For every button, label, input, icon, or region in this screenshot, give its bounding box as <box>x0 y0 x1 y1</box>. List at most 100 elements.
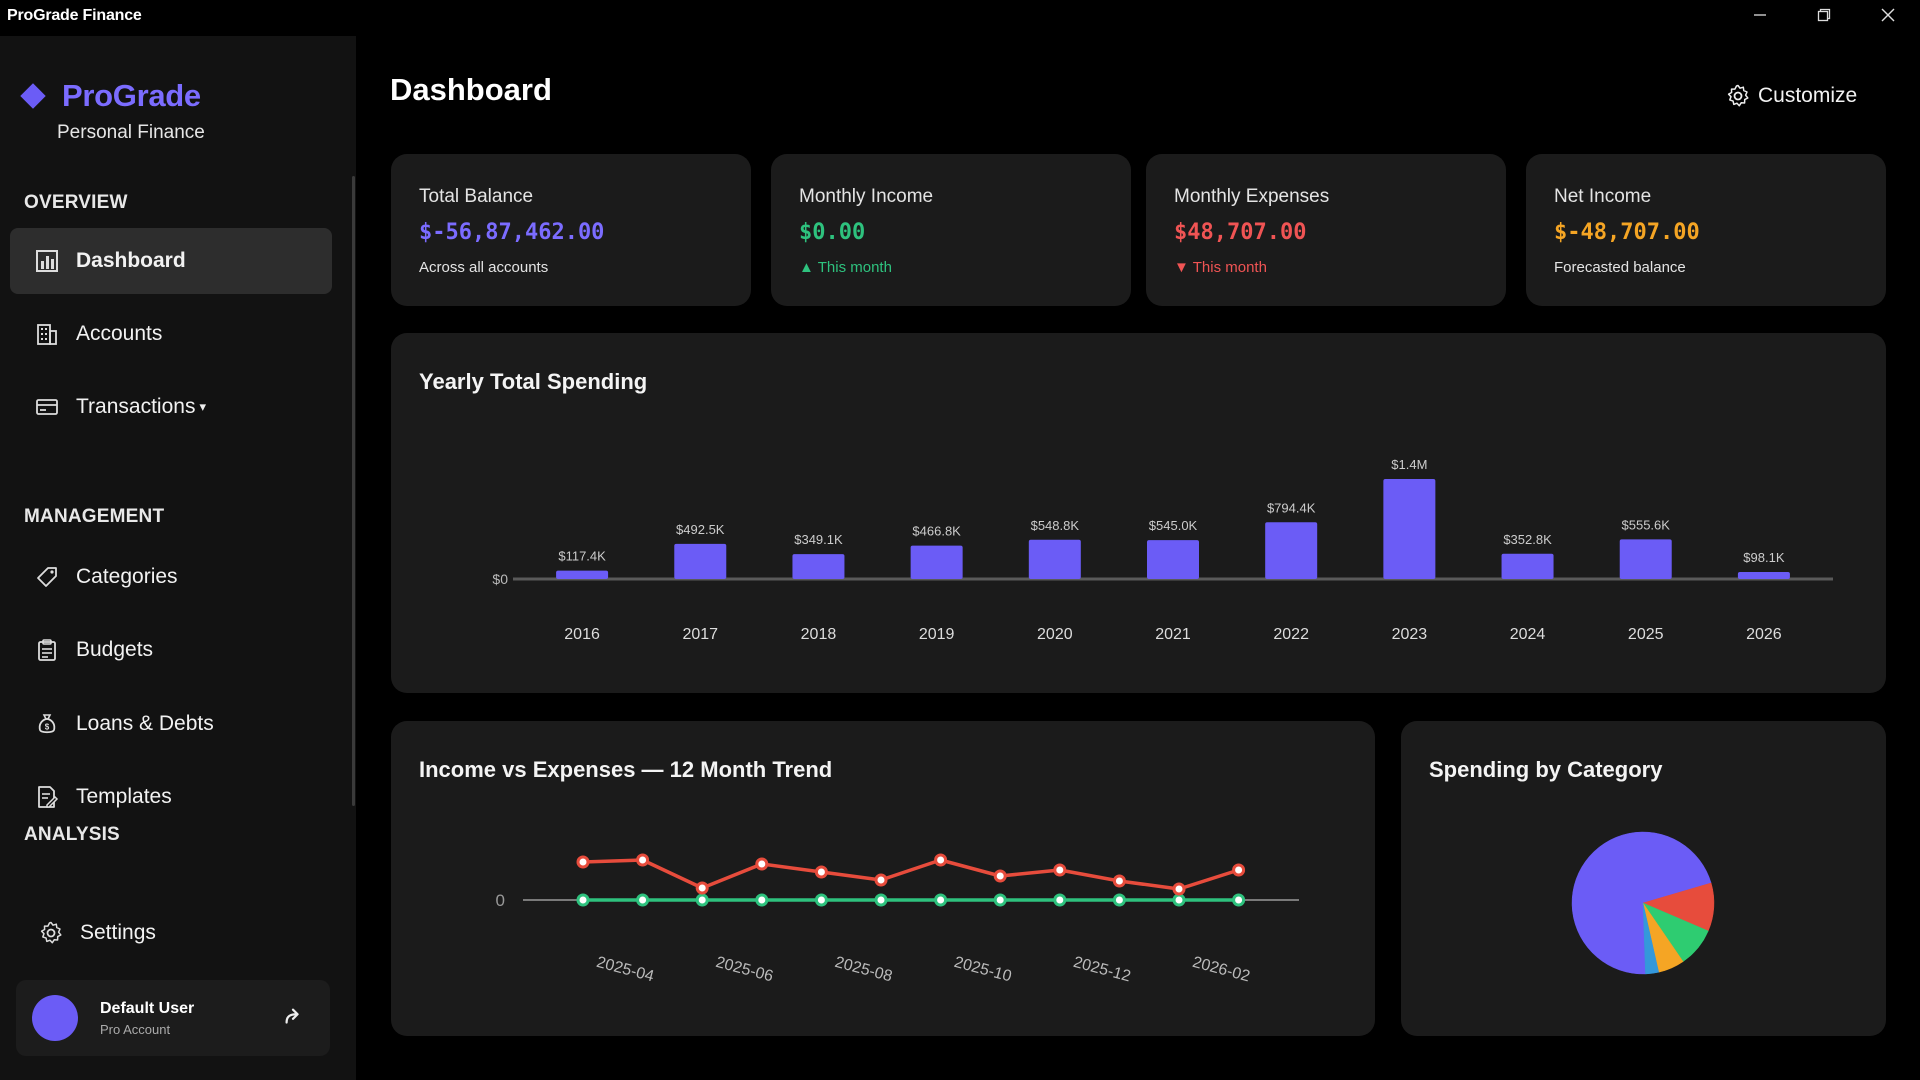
sidebar-item-label: Settings <box>80 921 156 944</box>
data-point <box>993 869 1007 883</box>
stat-card-monthly-income: Monthly Income $0.00 ▲ This month <box>771 154 1131 306</box>
bar <box>910 545 963 579</box>
bar-value-label: $349.1K <box>794 532 843 547</box>
sidebar: ProGrade Personal Finance OVERVIEW Dashb… <box>0 36 356 1080</box>
x-tick-label: 2025-06 <box>714 954 775 986</box>
yearly-spending-chart: $0 $117.4K 2016 $492.5K 2017 $349.1K 2018 $466.… <box>492 457 1833 643</box>
user-role: Pro Account <box>100 1021 171 1037</box>
bar <box>556 570 609 579</box>
data-point <box>755 857 769 871</box>
document-edit-icon <box>34 784 60 810</box>
window-controls <box>1728 0 1920 32</box>
stat-label: Net Income <box>1554 186 1652 207</box>
x-tick-label: 2018 <box>801 626 837 643</box>
user-card[interactable]: Default User Pro Account <box>16 980 330 1056</box>
income-expense-trend-card: Income vs Expenses — 12 Month Trend 0 202… <box>391 721 1375 1036</box>
data-point <box>1172 893 1186 907</box>
stat-card-monthly-expenses: Monthly Expenses $48,707.00 ▼ This month <box>1146 154 1506 306</box>
stat-label: Total Balance <box>419 186 534 207</box>
sidebar-item-templates[interactable]: Templates <box>10 764 332 830</box>
stat-value: $-56,87,462.00 <box>419 220 605 245</box>
x-tick-label: 2025-10 <box>952 954 1013 986</box>
sidebar-item-accounts[interactable]: Accounts <box>10 301 332 367</box>
close-icon <box>1881 8 1895 22</box>
data-point <box>1232 863 1246 877</box>
title-bar: ProGrade Finance <box>0 0 1920 32</box>
data-point <box>874 893 888 907</box>
bar <box>1265 522 1318 579</box>
sidebar-item-transactions[interactable]: Transactions ▾ <box>10 374 332 440</box>
brand-subtitle: Personal Finance <box>57 122 205 143</box>
sidebar-item-budgets[interactable]: Budgets <box>10 617 332 683</box>
bar <box>1501 553 1554 579</box>
stat-card-net-income: Net Income $-48,707.00 Forecasted balanc… <box>1526 154 1886 306</box>
minimize-button[interactable] <box>1728 0 1792 30</box>
bar-value-label: $555.6K <box>1622 517 1671 532</box>
data-point <box>1053 863 1067 877</box>
x-tick-label: 2019 <box>919 626 955 643</box>
card-title: Income vs Expenses — 12 Month Trend <box>419 757 833 782</box>
stat-value: $48,707.00 <box>1174 220 1307 245</box>
x-tick-label: 2025 <box>1628 626 1664 643</box>
close-button[interactable] <box>1856 0 1920 30</box>
window-title: ProGrade Finance <box>7 7 142 24</box>
bar-value-label: $117.4K <box>558 549 606 564</box>
stat-label: Monthly Expenses <box>1174 186 1330 207</box>
data-point <box>934 893 948 907</box>
bar <box>1147 540 1199 579</box>
bar <box>674 543 727 579</box>
x-tick-label: 2022 <box>1273 626 1309 643</box>
data-point <box>1112 893 1126 907</box>
x-tick-label: 2017 <box>682 626 718 643</box>
restore-button[interactable] <box>1792 0 1856 30</box>
customize-button[interactable]: Customize <box>1726 84 1857 108</box>
sidebar-item-categories[interactable]: Categories <box>10 544 332 610</box>
sidebar-item-loans-debts[interactable]: $ Loans & Debts <box>10 691 332 757</box>
yearly-spending-card: Yearly Total Spending $0 $117.4K 2016 $492.… <box>391 333 1886 693</box>
logout-icon[interactable] <box>282 1006 304 1028</box>
stat-subtext: Forecasted balance <box>1554 259 1686 276</box>
bar-chart-icon <box>34 248 60 274</box>
bar-value-label: $548.8K <box>1031 518 1080 533</box>
sidebar-item-label: Templates <box>76 785 172 808</box>
x-tick-label: 2020 <box>1037 626 1073 643</box>
data-point <box>874 873 888 887</box>
diamond-logo-icon <box>20 83 46 109</box>
brand: ProGrade Personal Finance <box>20 78 205 144</box>
sidebar-item-settings[interactable]: Settings <box>10 900 332 966</box>
section-analysis: ANALYSIS <box>24 824 120 845</box>
y-tick-label: 0 <box>496 891 505 910</box>
bar-value-label: $466.8K <box>912 524 961 539</box>
money-bag-icon: $ <box>34 711 60 737</box>
stat-label: Monthly Income <box>799 186 934 207</box>
data-point <box>1112 874 1126 888</box>
stat-subtext: ▼ This month <box>1174 259 1267 276</box>
bar <box>792 554 845 579</box>
sidebar-scrollbar[interactable] <box>352 176 355 806</box>
x-tick-label: 2026 <box>1746 626 1782 643</box>
x-tick-label: 2025-08 <box>833 954 894 986</box>
stat-value: $0.00 <box>799 220 866 245</box>
data-point <box>636 853 650 867</box>
data-point <box>814 865 828 879</box>
bar <box>1028 539 1081 579</box>
data-point <box>934 853 948 867</box>
data-point <box>993 893 1007 907</box>
stat-card-total-balance: Total Balance $-56,87,462.00 Across all … <box>391 154 751 306</box>
x-tick-label: 2026-02 <box>1191 954 1252 986</box>
sidebar-item-dashboard[interactable]: Dashboard <box>10 228 332 294</box>
x-tick-label: 2025-04 <box>595 954 656 986</box>
spending-by-category-card: Spending by Category <box>1401 721 1886 1036</box>
data-point <box>1232 893 1246 907</box>
sidebar-item-label: Categories <box>76 565 178 588</box>
x-tick-label: 2023 <box>1392 626 1428 643</box>
bar <box>1619 539 1672 579</box>
sidebar-item-label: Loans & Debts <box>76 712 214 735</box>
stat-value: $-48,707.00 <box>1554 220 1700 245</box>
bar-value-label: $1.4M <box>1391 457 1427 472</box>
data-point <box>576 855 590 869</box>
clipboard-icon <box>34 637 60 663</box>
y-tick-label: $0 <box>492 571 508 587</box>
stat-subtext: Across all accounts <box>419 259 549 276</box>
sidebar-item-label: Accounts <box>76 322 163 345</box>
